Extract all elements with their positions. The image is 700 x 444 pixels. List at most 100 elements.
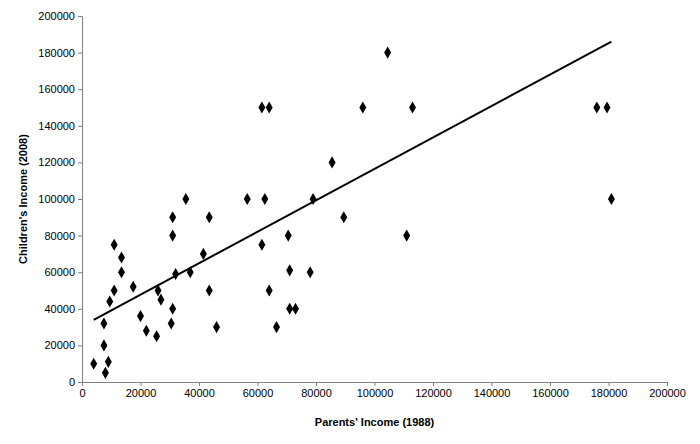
tick-label: 180000	[591, 387, 628, 399]
tick-label: 100000	[38, 193, 75, 205]
point	[286, 264, 293, 276]
tick-label: 180000	[38, 47, 75, 59]
tick-mark	[78, 53, 82, 54]
trend-line	[94, 42, 612, 320]
point	[409, 101, 416, 113]
tick: 180000	[591, 382, 628, 399]
point	[169, 303, 176, 315]
tick-mark	[667, 382, 668, 386]
tick-mark	[78, 16, 82, 17]
tick-label: 120000	[38, 156, 75, 168]
point	[206, 211, 213, 223]
tick-label: 40000	[44, 303, 75, 315]
tick-mark	[316, 382, 317, 386]
tick-label: 120000	[415, 387, 452, 399]
tick-label: 100000	[357, 387, 394, 399]
plot-area: 0 20000 40000 60000 80000 100000 120000 140000 1…	[38, 10, 686, 399]
point	[307, 266, 314, 278]
point	[111, 284, 118, 296]
x-axis: 0 20000 40000 60000 80000 100000 120000 140000 1…	[79, 382, 685, 399]
tick: 200000	[38, 10, 82, 22]
tick: 140000	[474, 382, 511, 399]
point	[329, 156, 336, 168]
point	[292, 303, 299, 315]
point	[285, 230, 292, 242]
tick-mark	[550, 382, 551, 386]
tick: 100000	[357, 382, 394, 399]
tick-mark	[375, 382, 376, 386]
point	[143, 325, 150, 337]
tick-mark	[78, 272, 82, 273]
y-axis: 0 20000 40000 60000 80000 100000 120000 140000 1…	[38, 10, 82, 388]
tick: 180000	[38, 47, 82, 59]
tick: 60000	[44, 266, 82, 278]
tick-mark	[78, 126, 82, 127]
tick: 120000	[415, 382, 452, 399]
point	[168, 317, 175, 329]
tick: 160000	[532, 382, 569, 399]
point	[213, 321, 220, 333]
point	[266, 101, 273, 113]
point	[130, 281, 137, 293]
tick-mark	[141, 382, 142, 386]
tick-label: 60000	[44, 266, 75, 278]
chart: 0 20000 40000 60000 80000 100000 120000 140000 1…	[0, 0, 700, 444]
tick-label: 140000	[38, 120, 75, 132]
tick-label: 0	[79, 387, 85, 399]
tick: 20000	[126, 382, 157, 399]
tick-label: 40000	[184, 387, 215, 399]
tick-label: 20000	[44, 339, 75, 351]
point	[273, 321, 280, 333]
tick-label: 160000	[532, 387, 569, 399]
point	[244, 193, 251, 205]
tick-mark	[199, 382, 200, 386]
point	[384, 47, 391, 59]
point	[118, 266, 125, 278]
point	[340, 211, 347, 223]
tick: 160000	[38, 83, 82, 95]
point	[206, 284, 213, 296]
tick: 0	[69, 376, 82, 388]
tick-mark	[433, 382, 434, 386]
axis-line	[83, 383, 668, 387]
point	[169, 211, 176, 223]
tick-label: 60000	[243, 387, 274, 399]
tick: 100000	[38, 193, 82, 205]
tick: 120000	[38, 156, 82, 168]
tick-label: 80000	[301, 387, 332, 399]
tick-label: 160000	[38, 83, 75, 95]
point	[111, 239, 118, 251]
tick-label: 80000	[44, 230, 75, 242]
point	[90, 358, 97, 370]
point	[118, 252, 125, 264]
point	[258, 101, 265, 113]
point	[157, 294, 164, 306]
tick-mark	[78, 382, 82, 383]
point	[258, 239, 265, 251]
point	[261, 193, 268, 205]
tick-mark	[78, 236, 82, 237]
point	[102, 367, 109, 379]
tick: 20000	[44, 339, 82, 351]
tick-mark	[78, 309, 82, 310]
axis-line	[78, 17, 83, 383]
tick-mark	[78, 89, 82, 90]
tick-mark	[78, 162, 82, 163]
marks	[90, 42, 615, 379]
point	[266, 284, 273, 296]
tick-label: 0	[69, 376, 75, 388]
tick-mark	[258, 382, 259, 386]
point	[608, 193, 615, 205]
point	[100, 317, 107, 329]
tick-mark	[609, 382, 610, 386]
tick: 80000	[44, 230, 82, 242]
point	[182, 193, 189, 205]
tick: 40000	[44, 303, 82, 315]
tick-mark	[78, 199, 82, 200]
tick-mark	[78, 345, 82, 346]
tick-label: 200000	[649, 387, 686, 399]
tick-mark	[492, 382, 493, 386]
point	[106, 295, 113, 307]
point	[169, 230, 176, 242]
point	[604, 101, 611, 113]
